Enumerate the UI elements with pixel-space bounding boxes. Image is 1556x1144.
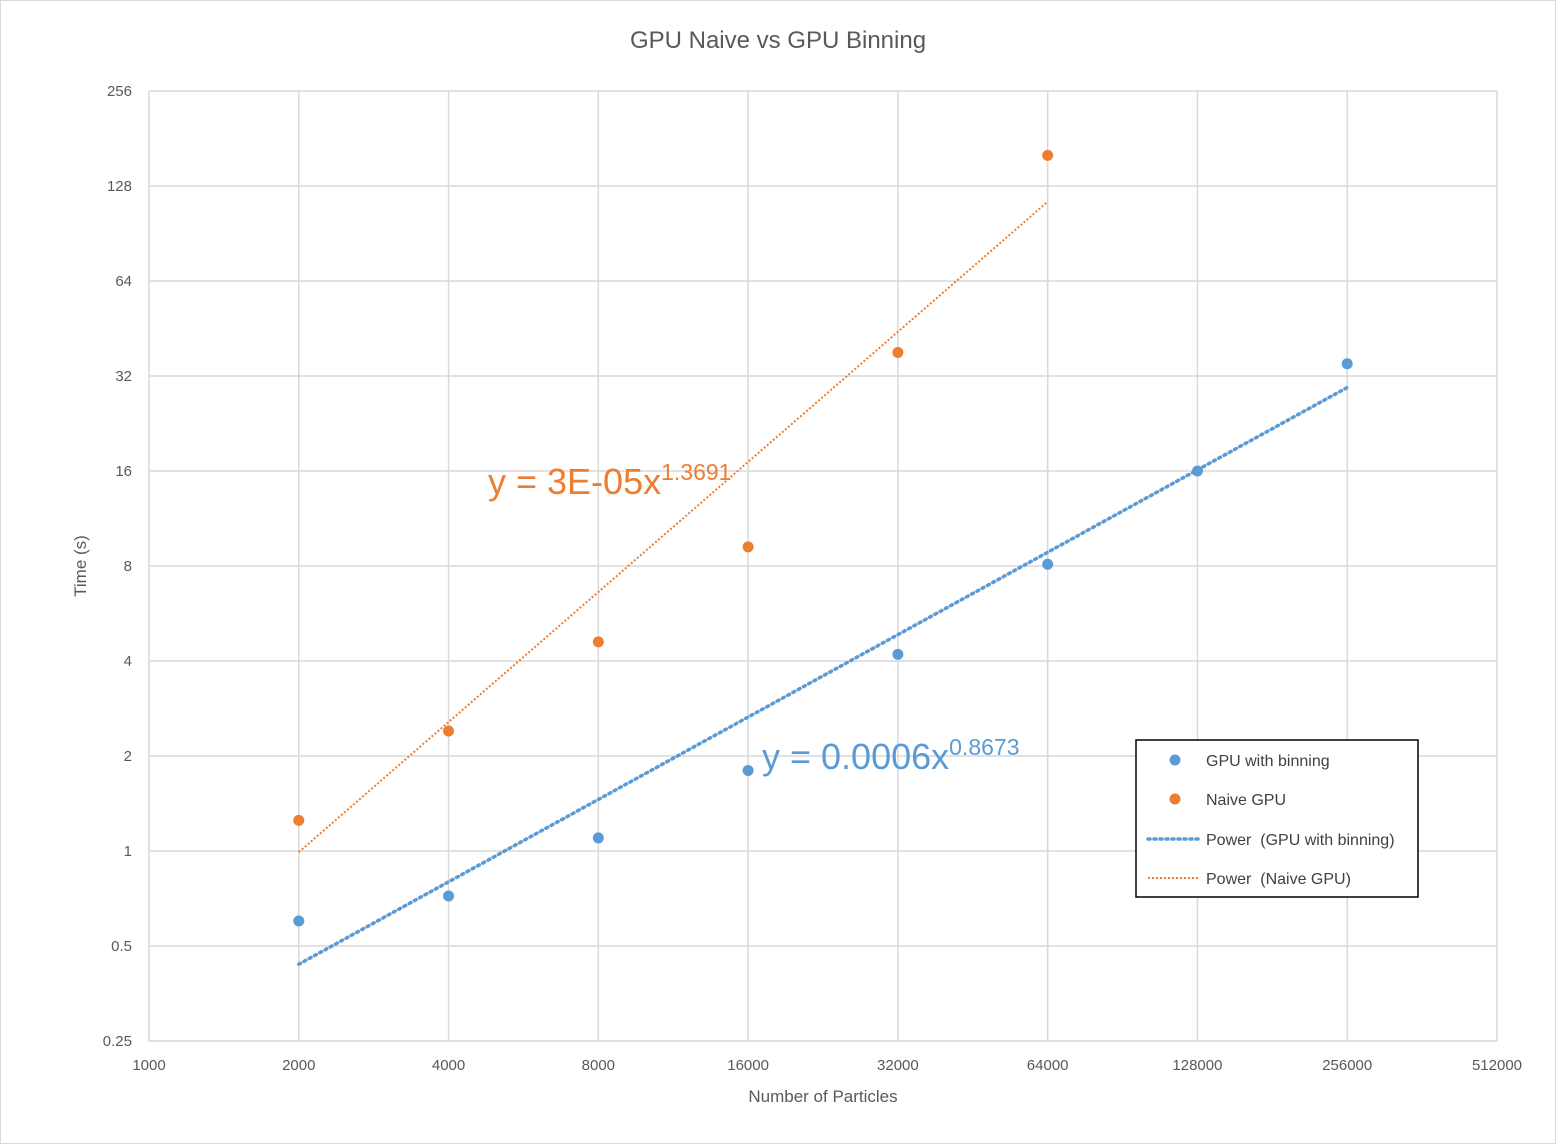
data-point-naive-gpu (1042, 149, 1054, 161)
data-point-gpu-binning (742, 764, 754, 776)
x-tick-label: 256000 (1322, 1057, 1372, 1074)
data-point-gpu-binning (293, 915, 305, 927)
gridlines (148, 90, 1498, 1042)
x-tick-label: 8000 (582, 1057, 615, 1074)
legend-box (1135, 739, 1419, 898)
data-point-naive-gpu (293, 814, 305, 826)
x-tick-label: 4000 (432, 1057, 465, 1074)
data-point-gpu-binning (892, 648, 904, 660)
data-point-gpu-binning (1341, 358, 1353, 370)
chart-title: GPU Naive vs GPU Binning (630, 27, 926, 54)
legend-label-power-gpu-binning: Power (GPU with binning) (1206, 832, 1395, 849)
equation-exponent-naive-gpu: 1.3691 (661, 459, 731, 485)
trendline-power-gpu-binning (297, 385, 1349, 967)
data-point-naive-gpu (892, 346, 904, 358)
legend-label-power-naive-gpu: Power (Naive GPU) (1206, 871, 1351, 888)
data-point-gpu-binning (592, 832, 604, 844)
data-points (293, 149, 1353, 927)
y-axis-title: Time (s) (71, 535, 90, 597)
y-tick-label: 32 (115, 368, 132, 385)
data-point-naive-gpu (592, 636, 604, 648)
y-tick-labels: 0.25 0.5 1 2 4 8 16 32 64 128 256 (103, 83, 132, 1050)
y-tick-label: 16 (115, 463, 132, 480)
data-point-gpu-binning (1191, 465, 1203, 477)
trendline-power-naive-gpu (298, 201, 1049, 853)
legend: GPU with binning Naive GPU Power (GPU wi… (1135, 739, 1419, 898)
y-tick-label: 64 (115, 273, 132, 290)
x-tick-label: 1000 (132, 1057, 165, 1074)
data-point-naive-gpu (443, 725, 455, 737)
trendline-equation-gpu-binning: y = 0.0006x0.8673 (762, 734, 1020, 777)
y-tick-label: 0.5 (111, 938, 132, 955)
x-tick-label: 64000 (1027, 1057, 1069, 1074)
trendline-equation-naive-gpu: y = 3E-05x1.3691 (488, 459, 731, 502)
y-tick-label: 1 (124, 843, 132, 860)
legend-marker-naive-gpu (1169, 793, 1181, 805)
data-point-naive-gpu (742, 541, 754, 553)
x-tick-label: 512000 (1472, 1057, 1522, 1074)
data-point-gpu-binning (1042, 558, 1054, 570)
y-tick-label: 2 (124, 748, 132, 765)
x-tick-label: 128000 (1172, 1057, 1222, 1074)
legend-marker-gpu-binning (1169, 754, 1181, 766)
equation-base-gpu-binning: y = 0.0006x (762, 736, 949, 777)
x-axis-title: Number of Particles (748, 1087, 897, 1106)
data-point-gpu-binning (443, 890, 455, 902)
legend-label-gpu-binning: GPU with binning (1206, 753, 1330, 770)
y-tick-label: 128 (107, 178, 132, 195)
equation-base-naive-gpu: y = 3E-05x (488, 461, 661, 502)
y-tick-label: 0.25 (103, 1033, 132, 1050)
y-tick-label: 256 (107, 83, 132, 100)
x-tick-labels: 1000 2000 4000 8000 16000 32000 64000 128000 256… (132, 1057, 1522, 1074)
equation-exponent-gpu-binning: 0.8673 (949, 734, 1019, 760)
x-tick-label: 2000 (282, 1057, 315, 1074)
y-tick-label: 4 (124, 653, 132, 670)
y-tick-label: 8 (124, 558, 132, 575)
legend-label-naive-gpu: Naive GPU (1206, 792, 1286, 809)
x-tick-label: 32000 (877, 1057, 919, 1074)
x-tick-label: 16000 (727, 1057, 769, 1074)
trendlines (297, 201, 1349, 967)
